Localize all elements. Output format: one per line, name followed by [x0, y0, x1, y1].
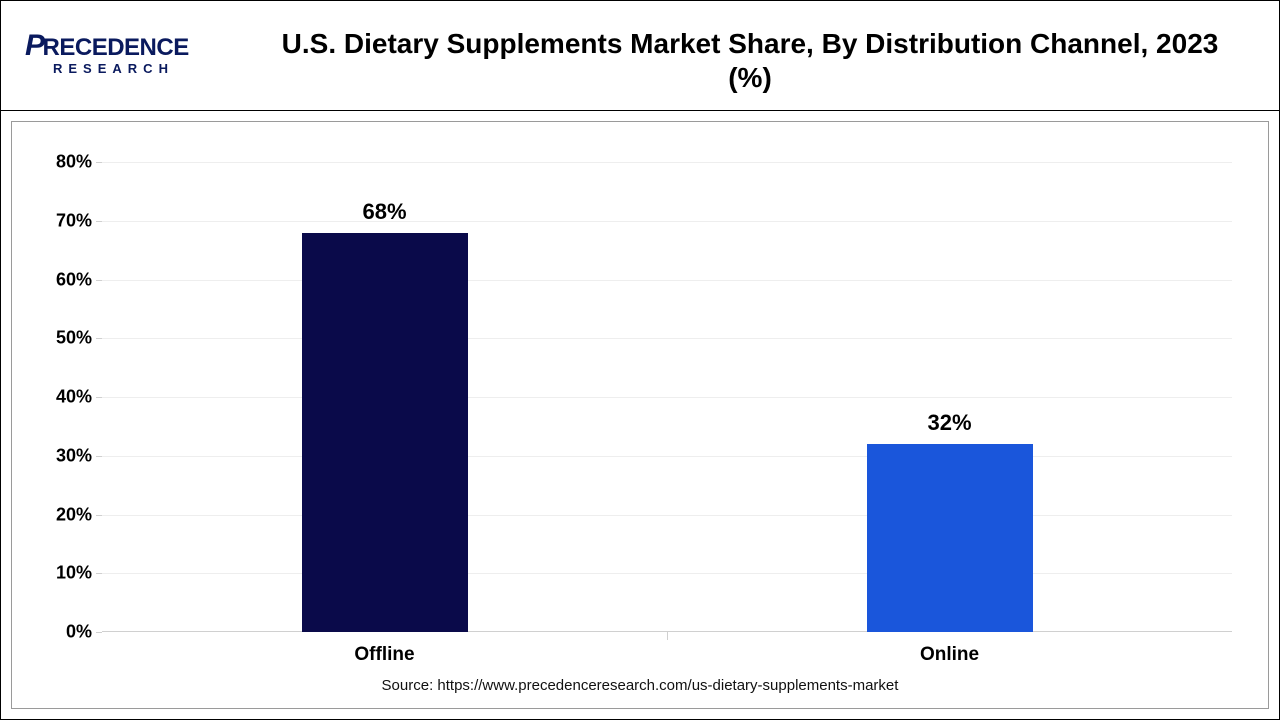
bar: 32%	[867, 444, 1033, 632]
ytick-label: 30%	[36, 445, 92, 466]
gridline	[102, 338, 1232, 339]
plot-frame: 0% 10% 20% 30% 40% 50% 60% 70% 80% 68% Offline 32% O…	[11, 121, 1269, 709]
gridline	[102, 573, 1232, 574]
bar: 68%	[302, 233, 468, 633]
gridline	[102, 280, 1232, 281]
header-band: PRECEDENCE RESEARCH U.S. Dietary Supplem…	[1, 1, 1279, 111]
ytick-label: 40%	[36, 387, 92, 408]
bar-value-label: 32%	[867, 410, 1033, 436]
brand-logo: PRECEDENCE RESEARCH	[25, 29, 189, 76]
ytick-mark	[96, 397, 102, 398]
gridline	[102, 397, 1232, 398]
bar-value-label: 68%	[302, 199, 468, 225]
ytick-label: 80%	[36, 152, 92, 173]
category-label: Offline	[102, 644, 667, 666]
plot-area: 0%10%20%30%40%50%60%70%80%68%Offline32%O…	[102, 162, 1232, 632]
source-citation: Source: https://www.precedenceresearch.c…	[12, 677, 1268, 694]
ytick-label: 70%	[36, 210, 92, 231]
ytick-mark	[96, 338, 102, 339]
logo-subtext: RESEARCH	[53, 61, 189, 76]
ytick-label: 20%	[36, 504, 92, 525]
ytick-label: 10%	[36, 563, 92, 584]
gridline	[102, 221, 1232, 222]
category-label: Online	[667, 644, 1232, 666]
ytick-mark	[96, 573, 102, 574]
ytick-mark	[96, 515, 102, 516]
ytick-mark	[96, 162, 102, 163]
ytick-label: 0%	[36, 622, 92, 643]
category-divider	[667, 632, 668, 640]
ytick-mark	[96, 632, 102, 633]
ytick-mark	[96, 280, 102, 281]
ytick-mark	[96, 456, 102, 457]
gridline	[102, 162, 1232, 163]
ytick-mark	[96, 221, 102, 222]
gridline	[102, 515, 1232, 516]
ytick-label: 60%	[36, 269, 92, 290]
gridline	[102, 456, 1232, 457]
logo-text: RECEDENCE	[43, 34, 189, 61]
outer-frame: PRECEDENCE RESEARCH U.S. Dietary Supplem…	[0, 0, 1280, 720]
ytick-label: 50%	[36, 328, 92, 349]
chart-title: U.S. Dietary Supplements Market Share, B…	[261, 27, 1239, 94]
